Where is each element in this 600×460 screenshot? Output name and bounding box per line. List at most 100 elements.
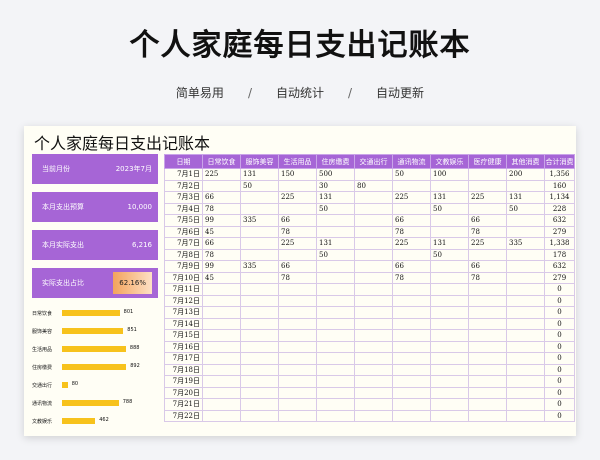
table-cell[interactable] (392, 375, 431, 388)
table-cell[interactable] (354, 398, 393, 411)
table-cell[interactable] (278, 375, 317, 388)
table-cell[interactable] (354, 214, 393, 227)
table-cell[interactable]: 78 (468, 271, 507, 284)
table-cell[interactable] (202, 283, 241, 296)
table-cell[interactable]: 50 (316, 202, 355, 215)
table-cell[interactable] (278, 386, 317, 399)
table-cell[interactable] (202, 398, 241, 411)
table-cell[interactable] (354, 352, 393, 365)
table-cell[interactable]: 335 (240, 260, 279, 273)
table-cell[interactable] (240, 340, 279, 353)
table-cell[interactable] (430, 398, 469, 411)
table-cell[interactable]: 225 (392, 191, 431, 204)
table-cell[interactable] (278, 340, 317, 353)
table-cell[interactable] (240, 271, 279, 284)
table-cell[interactable] (354, 260, 393, 273)
table-cell[interactable]: 50 (240, 179, 279, 192)
table-cell[interactable]: 45 (202, 225, 241, 238)
table-cell[interactable]: 78 (468, 225, 507, 238)
table-cell[interactable] (392, 363, 431, 376)
table-cell[interactable]: 178 (544, 248, 575, 261)
table-cell[interactable] (240, 317, 279, 330)
table-cell[interactable] (468, 363, 507, 376)
table-cell[interactable] (430, 214, 469, 227)
table-cell[interactable] (316, 260, 355, 273)
table-cell[interactable]: 632 (544, 214, 575, 227)
table-cell[interactable]: 160 (544, 179, 575, 192)
card-value[interactable]: 10,000 (127, 203, 153, 211)
table-cell[interactable] (468, 329, 507, 342)
table-cell[interactable]: 279 (544, 225, 575, 238)
table-cell[interactable]: 50 (506, 202, 545, 215)
table-cell[interactable] (316, 329, 355, 342)
column-header[interactable]: 服饰美容 (240, 154, 279, 169)
table-cell[interactable] (506, 329, 545, 342)
table-cell[interactable]: 225 (392, 237, 431, 250)
table-cell[interactable]: 131 (430, 237, 469, 250)
table-cell[interactable] (430, 306, 469, 319)
table-cell[interactable] (354, 168, 393, 181)
table-cell[interactable]: 78 (392, 225, 431, 238)
table-cell[interactable] (430, 294, 469, 307)
table-cell[interactable] (468, 375, 507, 388)
table-cell[interactable]: 0 (544, 386, 575, 399)
table-cell[interactable] (354, 306, 393, 319)
table-cell[interactable] (354, 271, 393, 284)
table-cell[interactable]: 50 (392, 168, 431, 181)
table-cell[interactable] (202, 409, 241, 422)
table-cell[interactable] (354, 248, 393, 261)
table-cell[interactable]: 1,134 (544, 191, 575, 204)
table-cell[interactable] (392, 317, 431, 330)
table-cell[interactable] (430, 317, 469, 330)
table-cell[interactable] (392, 409, 431, 422)
table-cell[interactable] (354, 294, 393, 307)
table-cell[interactable] (506, 214, 545, 227)
table-cell[interactable] (316, 386, 355, 399)
date-cell[interactable]: 7月6日 (164, 225, 203, 238)
table-cell[interactable]: 50 (430, 248, 469, 261)
table-cell[interactable] (430, 409, 469, 422)
table-cell[interactable] (240, 191, 279, 204)
table-cell[interactable] (392, 306, 431, 319)
table-cell[interactable] (240, 294, 279, 307)
date-cell[interactable]: 7月11日 (164, 283, 203, 296)
table-cell[interactable] (202, 317, 241, 330)
table-cell[interactable]: 335 (506, 237, 545, 250)
table-cell[interactable]: 228 (544, 202, 575, 215)
date-cell[interactable]: 7月19日 (164, 375, 203, 388)
date-cell[interactable]: 7月10日 (164, 271, 203, 284)
table-cell[interactable]: 131 (316, 191, 355, 204)
table-cell[interactable] (316, 375, 355, 388)
table-cell[interactable] (506, 352, 545, 365)
column-header[interactable]: 医疗健康 (468, 154, 507, 169)
column-header[interactable]: 通讯物流 (392, 154, 431, 169)
table-cell[interactable]: 0 (544, 317, 575, 330)
table-cell[interactable] (430, 179, 469, 192)
table-cell[interactable] (506, 340, 545, 353)
table-cell[interactable] (278, 363, 317, 376)
table-cell[interactable] (202, 179, 241, 192)
date-cell[interactable]: 7月3日 (164, 191, 203, 204)
table-cell[interactable] (278, 352, 317, 365)
table-cell[interactable]: 78 (392, 271, 431, 284)
table-cell[interactable] (278, 306, 317, 319)
table-cell[interactable] (278, 409, 317, 422)
date-cell[interactable]: 7月16日 (164, 340, 203, 353)
table-cell[interactable] (278, 398, 317, 411)
table-cell[interactable] (468, 306, 507, 319)
table-cell[interactable]: 66 (468, 260, 507, 273)
table-cell[interactable]: 0 (544, 306, 575, 319)
table-cell[interactable] (278, 179, 317, 192)
date-cell[interactable]: 7月15日 (164, 329, 203, 342)
table-cell[interactable] (354, 329, 393, 342)
table-cell[interactable] (468, 340, 507, 353)
table-cell[interactable] (354, 237, 393, 250)
table-cell[interactable] (278, 202, 317, 215)
date-cell[interactable]: 7月1日 (164, 168, 203, 181)
table-cell[interactable] (392, 398, 431, 411)
table-cell[interactable] (468, 386, 507, 399)
table-cell[interactable] (468, 283, 507, 296)
table-cell[interactable] (430, 225, 469, 238)
table-cell[interactable]: 0 (544, 283, 575, 296)
table-cell[interactable]: 225 (468, 237, 507, 250)
